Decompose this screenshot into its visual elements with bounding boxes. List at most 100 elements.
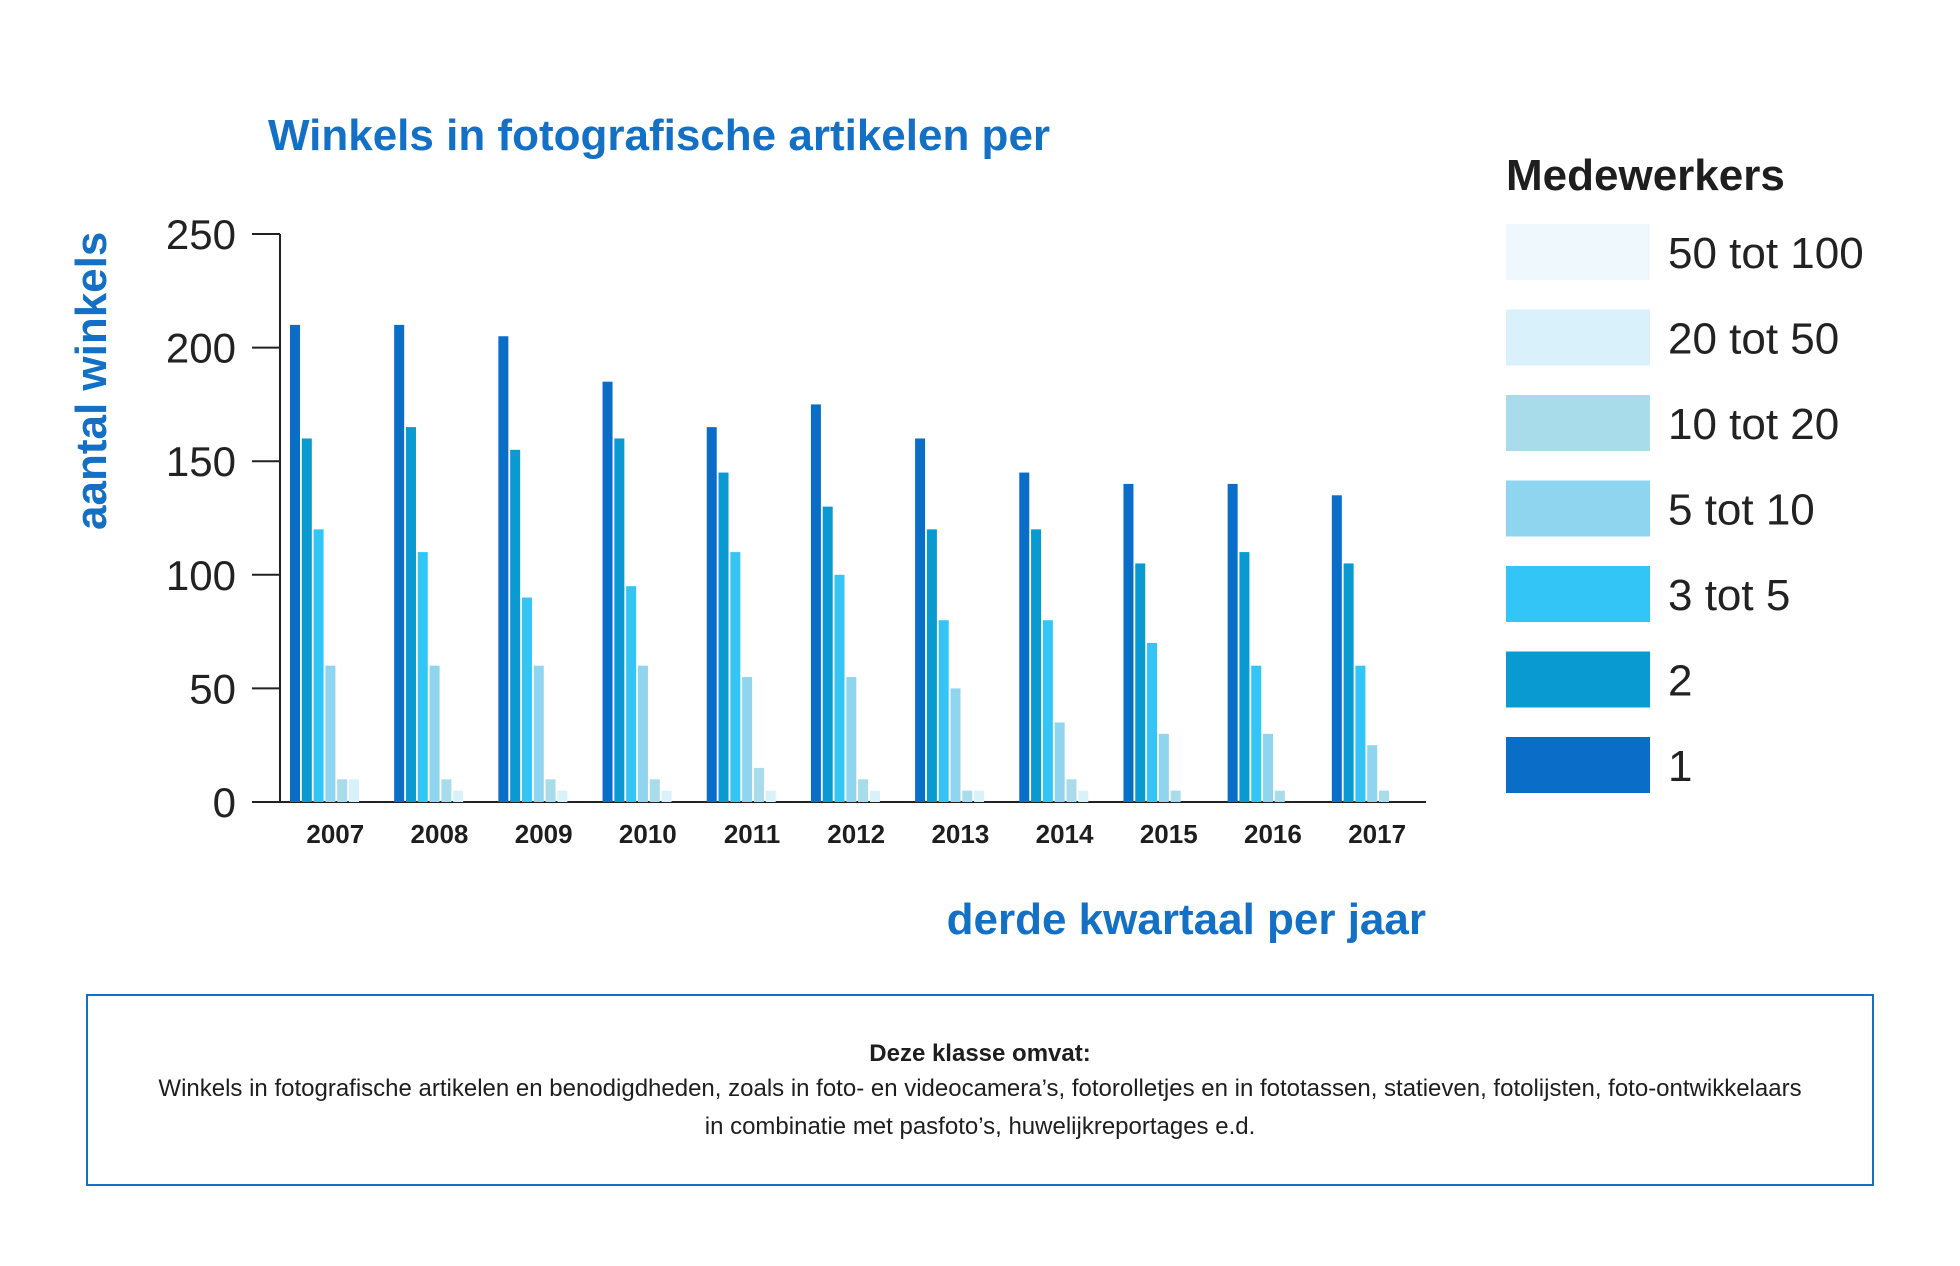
bar-2016-series-1: [1239, 552, 1250, 802]
bar-2013-series-0: [915, 438, 926, 802]
bar-2009-series-4: [545, 779, 556, 802]
legend-swatch-4: [1506, 566, 1650, 622]
bar-2012-series-2: [834, 574, 845, 802]
x-tick-label-2013: 2013: [931, 819, 989, 849]
bar-2014-series-5: [1078, 790, 1089, 802]
y-tick-label: 200: [166, 325, 236, 372]
legend-title: Medewerkers: [1506, 151, 1785, 200]
bar-2013-series-2: [938, 620, 949, 802]
bar-2012-series-0: [810, 404, 821, 802]
x-tick-label-2012: 2012: [827, 819, 885, 849]
class-description-box: Deze klasse omvat: Winkels in fotografis…: [86, 994, 1874, 1186]
bar-2014-series-0: [1019, 472, 1030, 802]
bar-2009-series-3: [533, 665, 544, 802]
bar-2016-series-2: [1251, 665, 1262, 802]
bar-2007-series-0: [290, 324, 300, 802]
bar-2014-series-1: [1031, 529, 1042, 802]
bar-2011-series-1: [718, 472, 729, 802]
bar-2012-series-5: [869, 790, 880, 802]
x-tick-label-2010: 2010: [619, 819, 677, 849]
bar-2015-series-0: [1123, 483, 1134, 802]
legend-swatch-3: [1506, 480, 1650, 537]
y-tick-label: 0: [213, 779, 236, 826]
bar-2015-series-2: [1147, 642, 1158, 802]
bar-chart: Winkels in fotografische artikelen per a…: [67, 111, 1864, 944]
legend-label-6: 1: [1668, 742, 1692, 791]
bar-2011-series-5: [765, 790, 776, 802]
bar-2012-series-3: [846, 677, 857, 802]
x-tick-label-2016: 2016: [1244, 819, 1302, 849]
x-tick-label-2015: 2015: [1140, 819, 1198, 849]
bar-2013-series-5: [974, 790, 985, 802]
legend-swatch-6: [1506, 737, 1650, 793]
bar-2011-series-0: [706, 427, 717, 802]
x-tick-label-2011: 2011: [724, 819, 780, 849]
x-tick-label-2014: 2014: [1036, 819, 1094, 849]
bar-2016-series-3: [1263, 733, 1274, 802]
bar-2011-series-4: [753, 767, 764, 802]
bar-2017-series-3: [1367, 745, 1378, 802]
x-tick-label-2007: 2007: [306, 819, 364, 849]
bar-2007-series-3: [325, 665, 336, 802]
bar-2007-series-5: [349, 779, 359, 802]
bar-2008-series-5: [453, 790, 464, 802]
bar-2008-series-2: [417, 552, 428, 802]
legend-swatch-1: [1506, 309, 1650, 366]
bar-2010-series-3: [637, 665, 648, 802]
bar-2014-series-2: [1042, 620, 1053, 802]
legend-label-3: 5 tot 10: [1668, 486, 1815, 535]
note-text: Winkels in fotografische artikelen en be…: [158, 1075, 1802, 1140]
bar-2010-series-1: [614, 438, 625, 802]
bar-2016-series-4: [1274, 790, 1285, 802]
bar-2010-series-4: [649, 779, 660, 802]
bar-2010-series-5: [661, 790, 672, 802]
bar-2015-series-3: [1158, 733, 1169, 802]
bar-2007-series-4: [337, 779, 348, 802]
bar-2014-series-4: [1066, 779, 1077, 802]
legend-label-2: 10 tot 20: [1668, 400, 1839, 449]
bar-2008-series-3: [429, 665, 440, 802]
y-tick-label: 100: [166, 552, 236, 599]
bar-2010-series-0: [602, 381, 613, 802]
legend: Medewerkers 50 tot 100 20 tot 50 10 tot 20…: [1506, 151, 1864, 793]
x-axis-label: derde kwartaal per jaar: [947, 895, 1426, 944]
legend-swatch-0: [1506, 224, 1650, 280]
bar-2015-series-1: [1135, 563, 1146, 802]
bar-2007-series-1: [301, 438, 312, 802]
bar-2017-series-4: [1379, 790, 1390, 802]
bar-2015-series-4: [1170, 790, 1181, 802]
bar-2013-series-3: [950, 688, 961, 802]
legend-swatch-5: [1506, 651, 1650, 708]
chart-title: Winkels in fotografische artikelen per: [268, 111, 1050, 160]
bar-2010-series-2: [626, 586, 637, 802]
bar-2014-series-3: [1054, 722, 1065, 802]
bar-2012-series-1: [822, 506, 833, 802]
bar-2011-series-3: [742, 677, 753, 802]
bar-2007-series-2: [313, 529, 324, 802]
bar-2009-series-0: [498, 336, 509, 802]
bar-2009-series-5: [557, 790, 568, 802]
bar-2008-series-0: [394, 324, 405, 802]
x-tick-label-2017: 2017: [1348, 819, 1406, 849]
bar-2009-series-2: [521, 597, 532, 802]
bar-2013-series-4: [962, 790, 973, 802]
legend-label-1: 20 tot 50: [1668, 315, 1839, 364]
bar-2016-series-0: [1227, 483, 1238, 802]
plot-area: 0 50 100 150 200 250 2007 2008 2009 2010 2011 2012 2…: [166, 211, 1426, 849]
bar-2017-series-1: [1343, 563, 1354, 802]
y-tick-label: 250: [166, 211, 236, 258]
legend-swatch-2: [1506, 395, 1650, 451]
y-tick-label: 50: [189, 665, 236, 712]
bar-2011-series-2: [730, 552, 741, 802]
bar-2008-series-1: [405, 427, 416, 802]
x-tick-label-2008: 2008: [411, 819, 469, 849]
bar-2009-series-1: [510, 449, 521, 802]
x-tick-label-2009: 2009: [515, 819, 573, 849]
bar-2012-series-4: [858, 779, 869, 802]
legend-label-4: 3 tot 5: [1668, 571, 1790, 620]
y-axis-label: aantal winkels: [67, 232, 116, 530]
legend-label-0: 50 tot 100: [1668, 229, 1864, 278]
note-heading: Deze klasse omvat:: [869, 1040, 1091, 1067]
y-tick-label: 150: [166, 438, 236, 485]
legend-label-5: 2: [1668, 657, 1692, 706]
